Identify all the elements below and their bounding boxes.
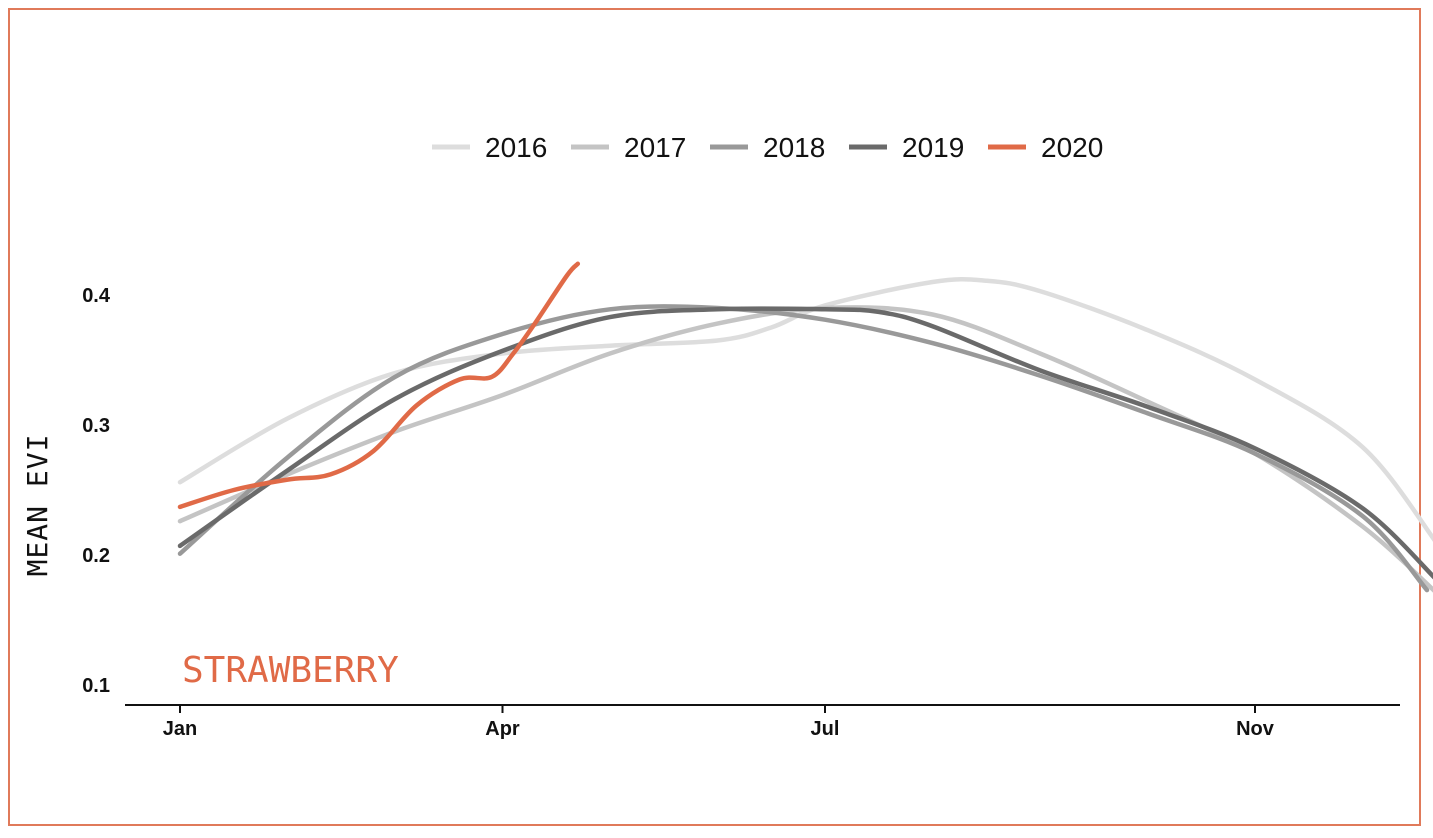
x-tick-label: Jan: [163, 718, 197, 740]
y-axis-label: MEAN EVI: [21, 434, 54, 577]
legend-label-2016: 2016: [485, 132, 547, 163]
series-line-2018: [177, 304, 1430, 593]
x-tick-label: Apr: [485, 718, 520, 740]
y-tick-label: 0.1: [82, 675, 110, 697]
legend-label-2018: 2018: [763, 132, 825, 163]
series-lines: [177, 261, 1433, 593]
y-axis-ticks: 0.1 0.2 0.3 0.4: [82, 285, 111, 697]
legend-label-2017: 2017: [624, 132, 686, 163]
x-tick-label: Nov: [1236, 718, 1275, 740]
x-tick-label: Jul: [811, 718, 840, 740]
legend: 2016 2017 2018 2019 2020: [432, 132, 1103, 163]
x-axis-ticks: Jan Apr Jul Nov: [163, 705, 1275, 740]
series-line-2020: [177, 261, 581, 510]
chart-annotation: STRAWBERRY: [182, 650, 399, 691]
legend-label-2020: 2020: [1041, 132, 1103, 163]
y-tick-label: 0.2: [82, 545, 110, 567]
series-line-2019: [177, 306, 1433, 580]
y-tick-label: 0.4: [82, 285, 111, 307]
y-tick-label: 0.3: [82, 415, 110, 437]
legend-label-2019: 2019: [902, 132, 964, 163]
